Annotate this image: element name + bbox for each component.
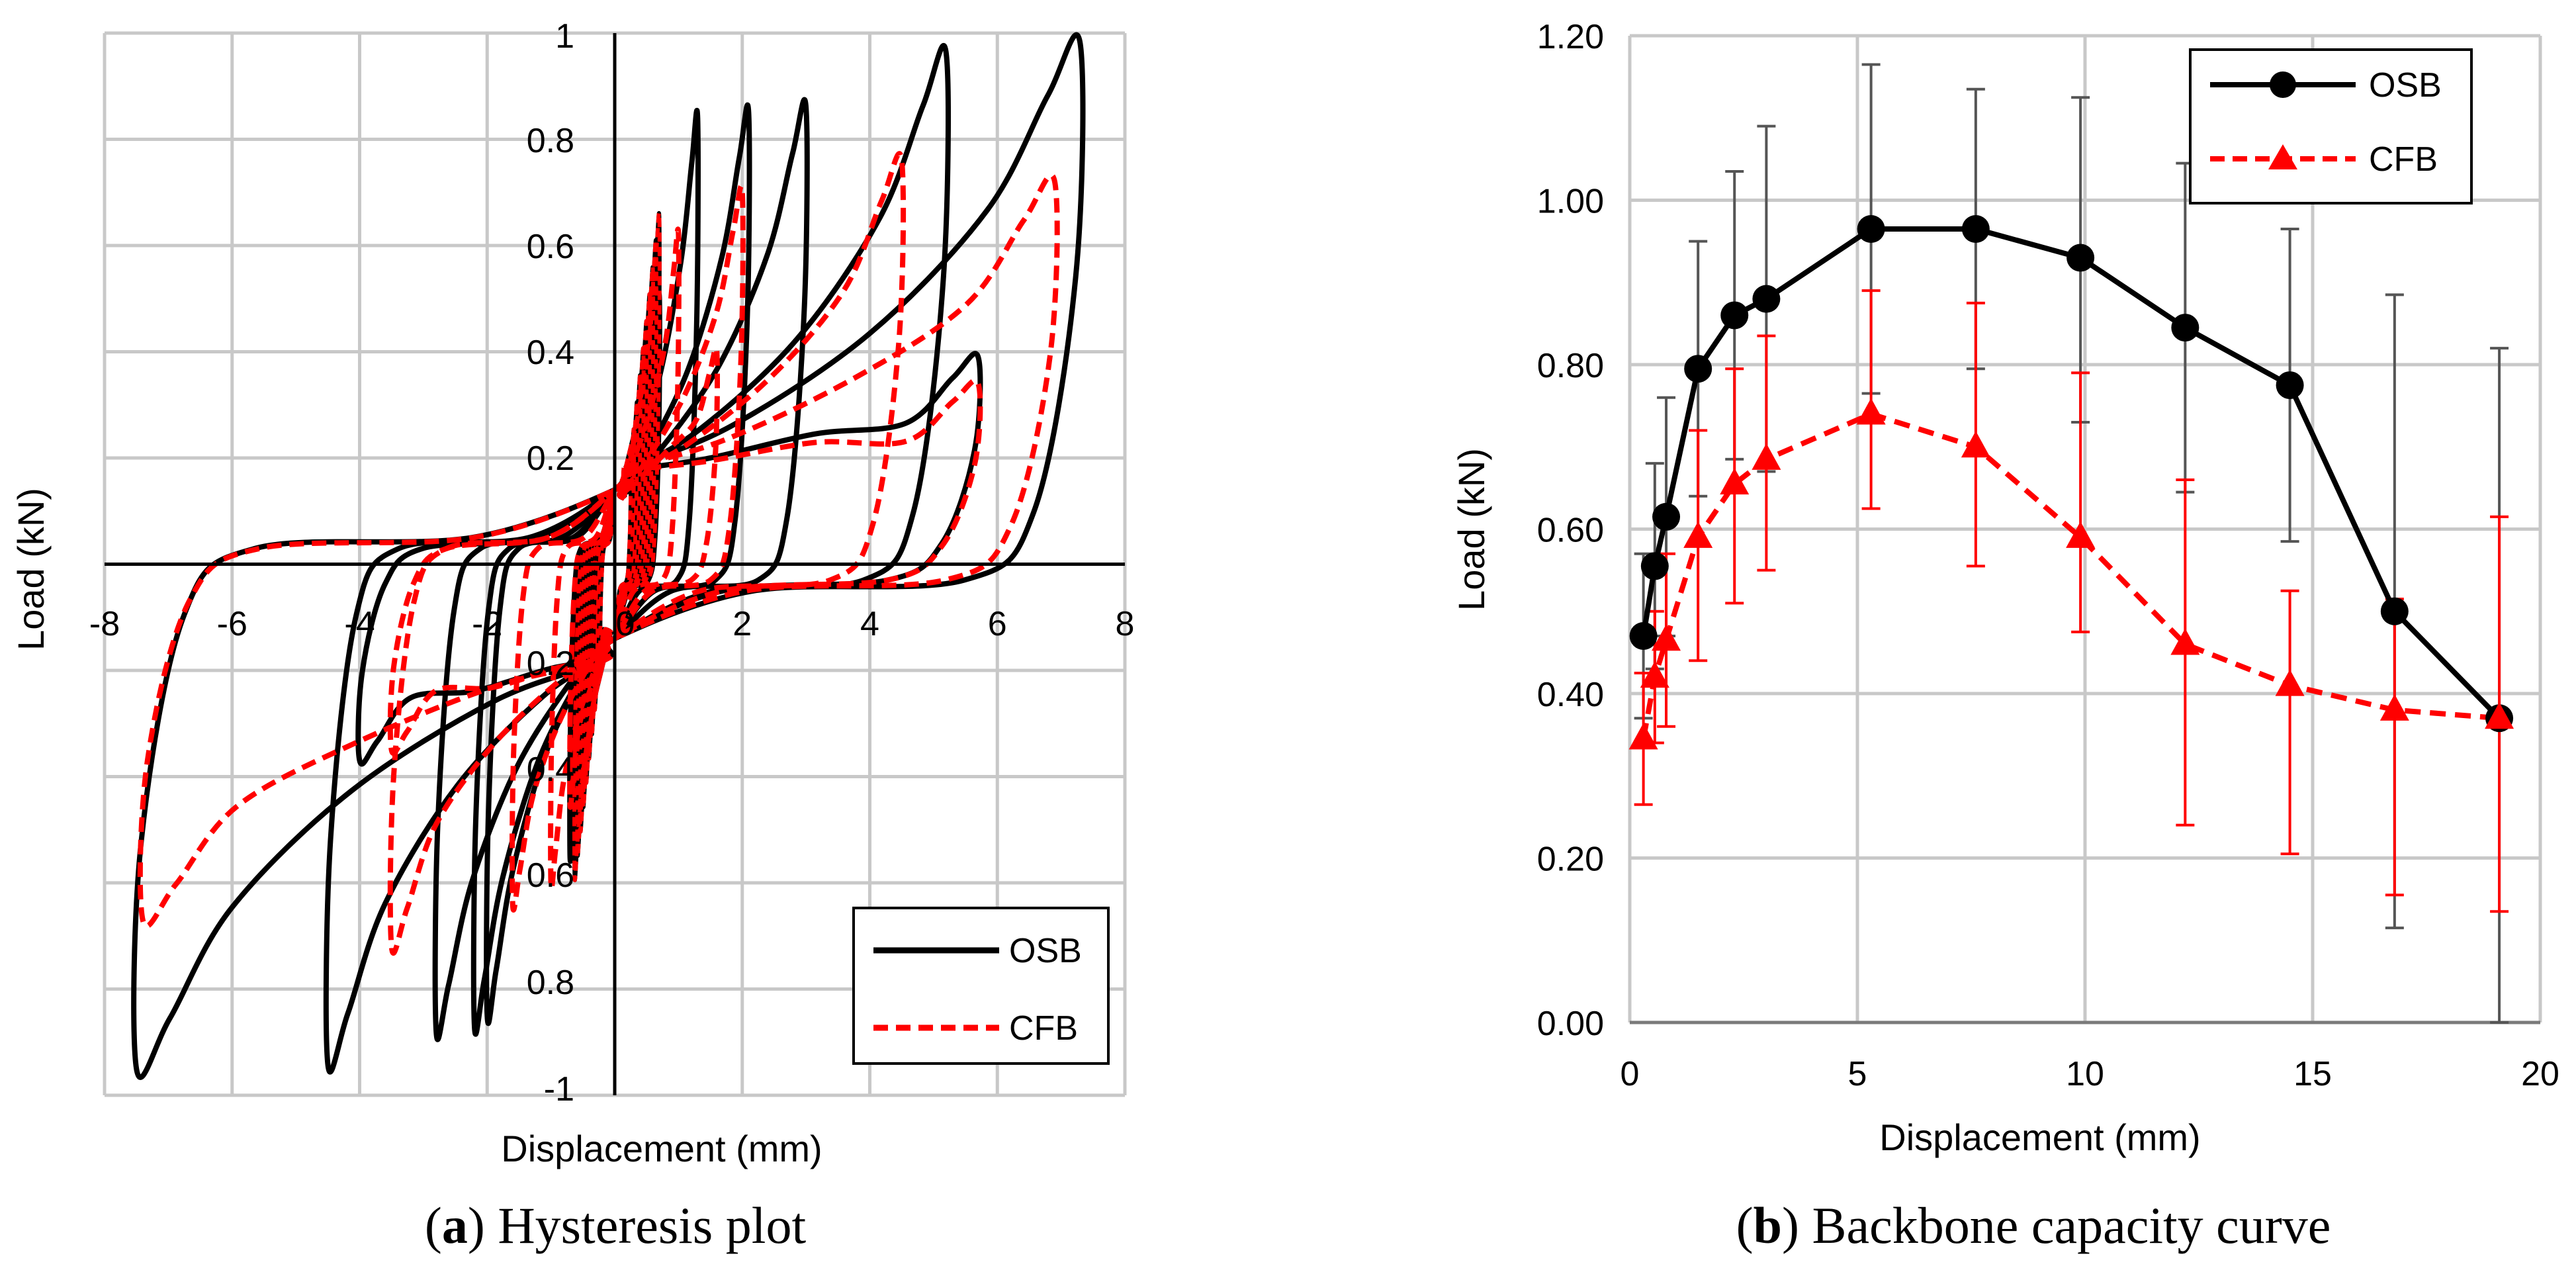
hysteresis-x-tick-label: 0 (616, 605, 635, 643)
backbone-legend-box (2189, 48, 2473, 204)
backbone-x-tick-label: 10 (2066, 1055, 2104, 1093)
backbone-markers (1628, 214, 2514, 750)
backbone-cfb-point (2170, 628, 2200, 655)
backbone-osb-point (1752, 285, 1781, 313)
backbone-cfb-point (2485, 702, 2514, 729)
backbone-legend-cfb-marker (2268, 144, 2297, 169)
backbone-y-tick-label: 0.60 (1537, 512, 1604, 550)
hysteresis-caption: (a) Hysteresis plot (425, 1197, 807, 1254)
hysteresis-x-tick-label: 2 (733, 605, 752, 643)
backbone-cfb-point (2379, 694, 2409, 721)
hysteresis-x-tick-label: 8 (1116, 605, 1135, 643)
backbone-legend: OSB CFB (2189, 48, 2473, 204)
hysteresis-y-tick-label: 0.8 (527, 122, 574, 160)
backbone-x-axis-label: Displacement (mm) (1879, 1116, 2200, 1158)
backbone-chart: 0 5 10 15 20 0.00 0.20 0.40 0.60 0.80 1.00 1.20 Loa… (1450, 18, 2559, 1254)
backbone-grid (1628, 34, 2542, 1024)
hysteresis-caption-text: ) Hysteresis plot (468, 1197, 807, 1254)
hysteresis-caption-letter: a (442, 1197, 468, 1254)
backbone-legend-osb-label: OSB (2369, 66, 2442, 105)
hysteresis-caption-open: ( (425, 1197, 442, 1254)
backbone-caption-open: ( (1736, 1197, 1754, 1254)
hysteresis-y-axis-label: Load (kN) (10, 488, 52, 651)
backbone-y-tick-label: 1.00 (1537, 183, 1604, 221)
backbone-osb-point (1720, 301, 1749, 330)
backbone-y-tick-label: 0.20 (1537, 840, 1604, 879)
backbone-legend-osb-marker (2270, 71, 2296, 98)
backbone-cfb-point (2275, 669, 2305, 696)
hysteresis-x-tick-label: -2 (472, 605, 502, 643)
backbone-osb-point (1857, 214, 1885, 243)
hysteresis-legend-box (852, 907, 1110, 1065)
backbone-y-tick-label: 1.20 (1537, 18, 1604, 56)
backbone-cfb-point (1720, 468, 1750, 495)
hysteresis-y-tick-label: -1 (544, 1070, 574, 1109)
backbone-osb-point (2066, 244, 2095, 272)
backbone-cfb-point (1856, 398, 1886, 425)
backbone-legend-cfb-label: CFB (2369, 140, 2438, 179)
hysteresis-axes (105, 33, 1125, 1095)
hysteresis-y-tick-label: 0.4 (527, 334, 574, 372)
backbone-osb-point (2171, 314, 2199, 342)
backbone-caption: (b) Backbone capacity curve (1736, 1197, 2331, 1254)
backbone-cfb-point (1683, 521, 1713, 548)
backbone-osb-point (2380, 597, 2409, 625)
backbone-cfb-point (1961, 431, 1990, 458)
hysteresis-tick-labels: -8 -6 -4 -2 0 2 4 6 8 -1 0.8 0.6 0.4 0.2 0.2 0.4 0.6 0.8 1 (89, 17, 1135, 1109)
backbone-x-tick-label: 15 (2293, 1055, 2332, 1093)
hysteresis-x-tick-label: -6 (217, 605, 247, 643)
hysteresis-y-tick-label: 0.6 (527, 228, 574, 266)
backbone-osb-point (1640, 552, 1669, 580)
backbone-cfb-point (2066, 521, 2096, 548)
hysteresis-legend-cfb-label: CFB (1009, 1009, 1078, 1048)
hysteresis-chart: -8 -6 -4 -2 0 2 4 6 8 -1 0.8 0.6 0.4 0.2 0.2 0.4 0.6 0.8 1… (10, 17, 1134, 1254)
backbone-osb-point (2276, 371, 2304, 400)
hysteresis-y-tick-label: 0.6 (527, 856, 574, 895)
hysteresis-y-tick-label: 0.2 (527, 645, 574, 683)
backbone-cfb-point (1640, 661, 1669, 688)
hysteresis-x-tick-label: -4 (344, 605, 375, 643)
backbone-cfb-point (1628, 723, 1658, 750)
backbone-y-axis-label: Load (kN) (1450, 448, 1492, 611)
backbone-osb-point (1652, 502, 1681, 531)
backbone-x-tick-label: 20 (2521, 1055, 2559, 1093)
backbone-x-tick-label: 5 (1848, 1055, 1867, 1093)
hysteresis-y-tick-label: 0.4 (527, 750, 574, 789)
hysteresis-x-tick-label: 6 (988, 605, 1007, 643)
hysteresis-y-tick-label: 0.8 (527, 964, 574, 1002)
hysteresis-curves (131, 32, 1086, 1080)
hysteresis-x-tick-label: -8 (89, 605, 120, 643)
backbone-osb-point (1684, 355, 1712, 383)
hysteresis-y-tick-label: 0.2 (527, 439, 574, 478)
hysteresis-x-axis-label: Displacement (mm) (501, 1128, 822, 1169)
hysteresis-y-tick-label: 1 (555, 17, 574, 56)
backbone-tick-labels: 0 5 10 15 20 0.00 0.20 0.40 0.60 0.80 1.00 1.20 (1537, 18, 2559, 1093)
backbone-y-tick-label: 0.40 (1537, 676, 1604, 714)
backbone-cfb-point (1652, 624, 1681, 651)
backbone-y-tick-label: 0.80 (1537, 347, 1604, 385)
hysteresis-x-tick-label: 4 (860, 605, 879, 643)
backbone-cfb-point (1752, 443, 1781, 470)
backbone-caption-letter: b (1754, 1197, 1782, 1254)
backbone-caption-text: ) Backbone capacity curve (1782, 1197, 2331, 1254)
backbone-y-tick-label: 0.00 (1537, 1005, 1604, 1043)
hysteresis-legend-osb-label: OSB (1009, 932, 1082, 970)
backbone-x-tick-label: 0 (1621, 1055, 1640, 1093)
hysteresis-legend: OSB CFB (852, 907, 1110, 1065)
hysteresis-cfb-core-loop (572, 211, 662, 882)
backbone-osb-point (1961, 214, 1990, 243)
backbone-osb-point (1629, 622, 1658, 651)
